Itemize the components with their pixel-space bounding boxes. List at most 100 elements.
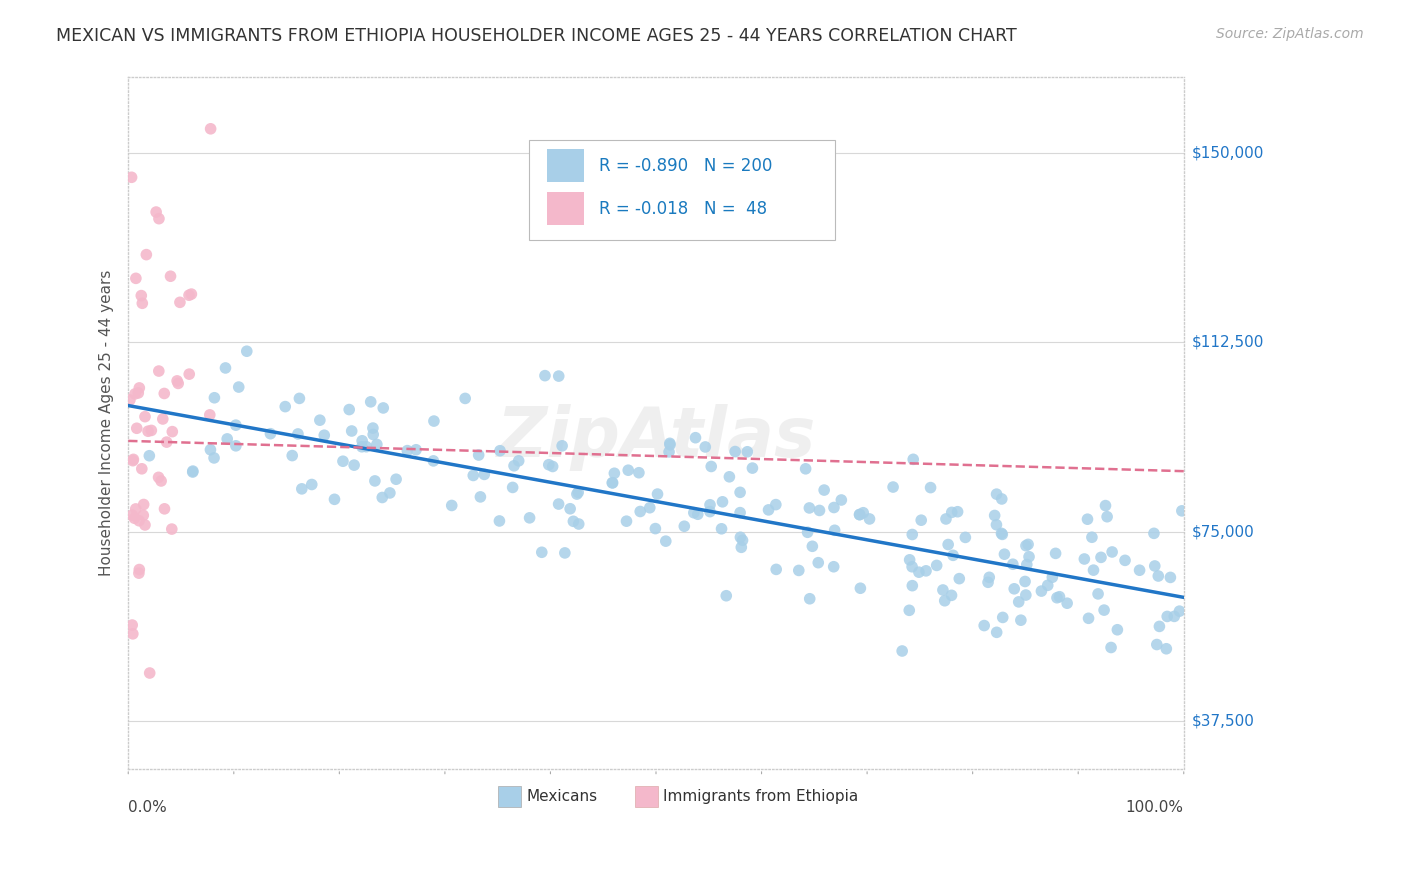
Point [405, 442, 427, 457]
Point [1076, 512, 1098, 526]
Point [765, 498, 787, 512]
Point [1031, 584, 1053, 599]
Point [1156, 609, 1178, 624]
Point [699, 498, 721, 512]
Text: 0.0%: 0.0% [128, 799, 167, 814]
Point [891, 644, 914, 658]
Point [1143, 558, 1166, 573]
Point [718, 470, 741, 484]
Text: $150,000: $150,000 [1192, 145, 1264, 161]
Point [823, 559, 845, 574]
Point [1036, 578, 1059, 592]
Point [716, 589, 738, 603]
Point [1002, 582, 1025, 596]
Point [1049, 590, 1071, 604]
Point [152, 412, 174, 426]
Point [181, 464, 204, 478]
Point [801, 539, 824, 553]
Point [852, 506, 875, 520]
Point [1156, 641, 1178, 656]
Point [124, 387, 146, 401]
Point [910, 513, 932, 527]
Point [1017, 537, 1039, 551]
Point [1018, 549, 1040, 564]
Point [799, 500, 821, 515]
Point [489, 443, 512, 458]
Point [655, 534, 678, 549]
Point [508, 454, 530, 468]
Point [700, 459, 723, 474]
Point [617, 463, 640, 477]
Y-axis label: Householder Income Ages 25 - 44 years: Householder Income Ages 25 - 44 years [100, 270, 114, 576]
Point [332, 454, 354, 468]
Point [682, 506, 704, 520]
Point [942, 549, 965, 563]
Point [128, 562, 150, 576]
Point [986, 487, 1008, 501]
Point [361, 421, 384, 435]
Point [898, 603, 921, 617]
Point [823, 500, 845, 515]
Point [1090, 550, 1112, 565]
Point [731, 533, 754, 548]
Point [903, 452, 925, 467]
Point [1171, 504, 1194, 518]
Point [568, 516, 591, 531]
Point [287, 427, 309, 442]
Point [323, 492, 346, 507]
Point [1081, 530, 1104, 544]
Point [858, 512, 880, 526]
Point [371, 491, 394, 505]
Point [153, 501, 176, 516]
Point [946, 505, 969, 519]
Point [519, 511, 541, 525]
Point [830, 493, 852, 508]
Point [274, 400, 297, 414]
Point [125, 421, 148, 435]
Point [901, 559, 924, 574]
Point [148, 364, 170, 378]
Point [225, 439, 247, 453]
Point [121, 618, 143, 632]
Point [463, 468, 485, 483]
Point [807, 556, 830, 570]
Point [537, 458, 560, 472]
Point [638, 500, 661, 515]
Point [166, 374, 188, 388]
Point [659, 438, 682, 452]
Point [127, 386, 149, 401]
Point [647, 487, 669, 501]
Point [125, 271, 148, 285]
Point [145, 205, 167, 219]
Point [132, 498, 155, 512]
Point [259, 426, 281, 441]
Point [695, 440, 717, 454]
Point [530, 545, 553, 559]
Point [901, 527, 924, 541]
Point [934, 593, 956, 607]
Point [228, 380, 250, 394]
Point [128, 566, 150, 581]
Point [1092, 603, 1115, 617]
Point [167, 376, 190, 391]
Point [343, 458, 366, 472]
Point [288, 392, 311, 406]
Point [1101, 545, 1123, 559]
Point [991, 610, 1014, 624]
Point [728, 506, 751, 520]
Point [125, 502, 148, 516]
Point [131, 462, 153, 476]
Point [396, 443, 419, 458]
Text: Mexicans: Mexicans [526, 789, 598, 805]
Text: ZipAtlas: ZipAtlas [496, 403, 815, 471]
Point [1143, 526, 1166, 541]
Point [741, 461, 763, 475]
Point [955, 530, 977, 544]
Point [541, 459, 564, 474]
Point [1087, 587, 1109, 601]
Point [488, 514, 510, 528]
Point [308, 413, 330, 427]
Point [467, 448, 489, 462]
Point [470, 490, 492, 504]
Point [1015, 558, 1038, 572]
